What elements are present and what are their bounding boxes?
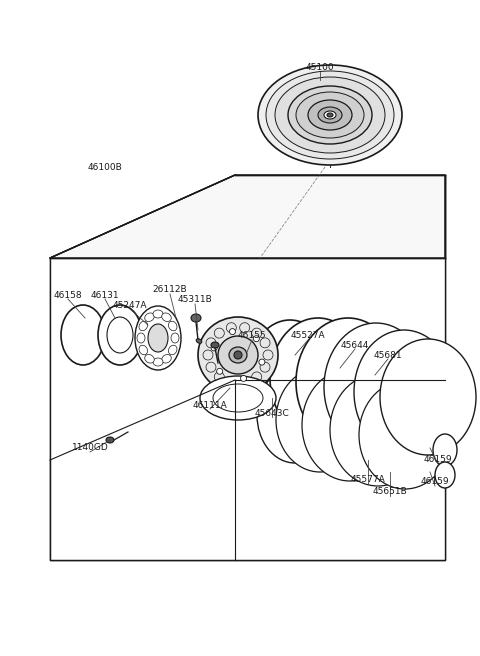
Ellipse shape [327,113,333,117]
Ellipse shape [227,377,236,387]
Text: 45311B: 45311B [178,295,212,304]
Ellipse shape [168,345,177,355]
Ellipse shape [148,324,168,352]
Ellipse shape [200,376,276,420]
Ellipse shape [107,317,133,353]
Ellipse shape [106,437,114,443]
Ellipse shape [206,338,216,348]
Ellipse shape [227,323,236,333]
Ellipse shape [211,342,219,348]
Ellipse shape [263,350,273,360]
Ellipse shape [145,354,154,363]
Ellipse shape [318,107,342,123]
Text: 46111A: 46111A [192,401,228,409]
Ellipse shape [203,350,213,360]
Ellipse shape [435,462,455,488]
Ellipse shape [380,339,476,455]
Ellipse shape [135,306,181,370]
Ellipse shape [296,92,364,138]
Ellipse shape [260,362,270,372]
Text: 45100: 45100 [306,64,334,73]
Ellipse shape [162,354,171,363]
Ellipse shape [258,65,402,165]
Ellipse shape [139,321,147,331]
Ellipse shape [330,374,426,486]
Ellipse shape [252,372,262,382]
Ellipse shape [302,369,398,481]
Text: 45247A: 45247A [113,300,147,310]
Ellipse shape [139,345,147,355]
Ellipse shape [218,336,258,374]
Ellipse shape [61,305,105,365]
Ellipse shape [98,305,142,365]
Ellipse shape [252,328,262,338]
Ellipse shape [276,368,364,472]
Ellipse shape [248,320,332,430]
Ellipse shape [359,381,451,489]
Ellipse shape [240,377,250,387]
Text: 45577A: 45577A [350,476,385,485]
Text: 46158: 46158 [54,291,82,300]
Ellipse shape [240,323,250,333]
Ellipse shape [216,368,223,375]
Text: 46155: 46155 [238,331,266,340]
Text: 46159: 46159 [420,478,449,487]
Ellipse shape [266,71,394,159]
Ellipse shape [191,314,201,322]
Ellipse shape [308,100,352,130]
Ellipse shape [433,434,457,466]
Ellipse shape [234,351,242,359]
Text: 1140GD: 1140GD [72,443,108,453]
Ellipse shape [260,338,270,348]
Ellipse shape [162,313,171,321]
Ellipse shape [259,359,265,365]
Ellipse shape [324,323,428,451]
Polygon shape [50,175,445,258]
Text: 46159: 46159 [424,455,452,464]
Ellipse shape [137,333,145,343]
Ellipse shape [206,362,216,372]
Ellipse shape [288,86,372,144]
Polygon shape [50,258,445,560]
Ellipse shape [153,310,163,318]
Ellipse shape [275,77,385,153]
Ellipse shape [354,330,454,454]
Text: 45527A: 45527A [291,331,325,340]
Ellipse shape [214,372,224,382]
Ellipse shape [145,313,154,321]
Ellipse shape [229,347,247,363]
Ellipse shape [324,111,336,119]
Ellipse shape [198,317,278,393]
Text: 45644: 45644 [341,340,369,350]
Ellipse shape [153,358,163,366]
Polygon shape [50,175,445,258]
Polygon shape [50,258,445,560]
Ellipse shape [213,384,263,412]
Ellipse shape [196,338,202,343]
Ellipse shape [296,318,400,446]
Ellipse shape [270,318,366,438]
Text: 45681: 45681 [374,350,402,359]
Text: 46131: 46131 [91,291,120,300]
Ellipse shape [214,328,224,338]
Text: 45643C: 45643C [254,409,289,417]
Ellipse shape [240,375,247,381]
Text: 46100B: 46100B [88,163,122,173]
Ellipse shape [229,329,236,335]
Text: 45651B: 45651B [372,487,408,497]
Ellipse shape [257,367,333,463]
Text: 26112B: 26112B [153,285,187,295]
Ellipse shape [171,333,179,343]
Ellipse shape [168,321,177,331]
Ellipse shape [211,345,217,351]
Ellipse shape [253,336,259,342]
